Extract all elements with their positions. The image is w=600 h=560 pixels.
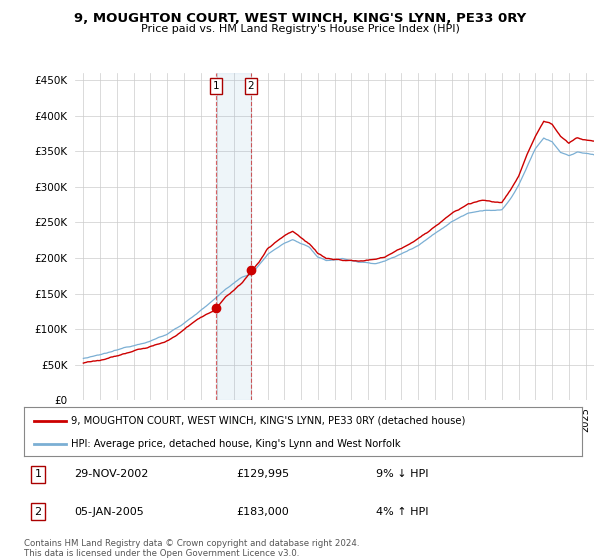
Text: 1: 1	[212, 81, 219, 91]
Text: 9, MOUGHTON COURT, WEST WINCH, KING'S LYNN, PE33 0RY (detached house): 9, MOUGHTON COURT, WEST WINCH, KING'S LY…	[71, 416, 466, 426]
Text: 29-NOV-2002: 29-NOV-2002	[74, 469, 149, 479]
Text: £183,000: £183,000	[236, 507, 289, 517]
Text: £129,995: £129,995	[236, 469, 289, 479]
Text: Price paid vs. HM Land Registry's House Price Index (HPI): Price paid vs. HM Land Registry's House …	[140, 24, 460, 34]
Text: Contains HM Land Registry data © Crown copyright and database right 2024.
This d: Contains HM Land Registry data © Crown c…	[24, 539, 359, 558]
Text: 05-JAN-2005: 05-JAN-2005	[74, 507, 144, 517]
Text: HPI: Average price, detached house, King's Lynn and West Norfolk: HPI: Average price, detached house, King…	[71, 439, 401, 449]
Text: 9, MOUGHTON COURT, WEST WINCH, KING'S LYNN, PE33 0RY: 9, MOUGHTON COURT, WEST WINCH, KING'S LY…	[74, 12, 526, 25]
Bar	[216, 73, 251, 400]
Text: 4% ↑ HPI: 4% ↑ HPI	[376, 507, 428, 517]
Text: 9% ↓ HPI: 9% ↓ HPI	[376, 469, 428, 479]
Text: 2: 2	[34, 507, 41, 517]
Text: 1: 1	[34, 469, 41, 479]
Text: 2: 2	[248, 81, 254, 91]
